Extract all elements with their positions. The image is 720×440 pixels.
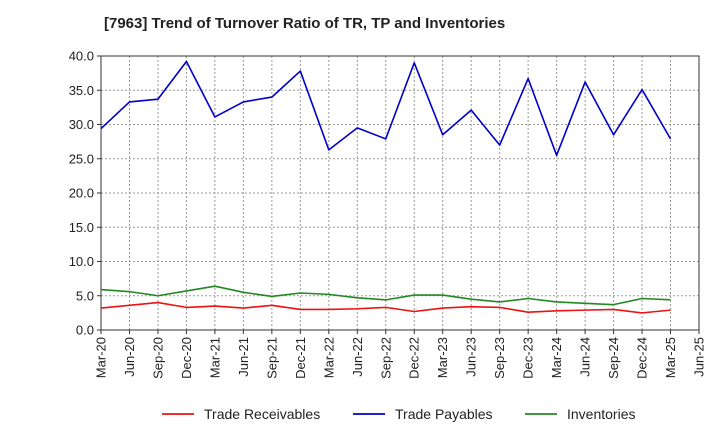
x-tick-label: Jun-22 <box>350 337 365 377</box>
x-tick-label: Dec-20 <box>179 337 194 379</box>
x-tick-label: Mar-20 <box>94 337 109 378</box>
x-tick-label: Dec-24 <box>635 337 650 379</box>
x-tick-label: Sep-24 <box>606 337 621 379</box>
series-line-trade-receivables <box>100 301 671 314</box>
series-line-inventories <box>100 285 671 306</box>
x-tick-label: Mar-21 <box>207 337 222 378</box>
x-tick-label: Dec-22 <box>407 337 422 379</box>
x-tick-label: Sep-22 <box>378 337 393 379</box>
x-tick-label: Mar-22 <box>321 337 336 378</box>
y-tick-label: 30.0 <box>69 117 94 132</box>
legend: Trade Receivables Trade Payables Inventori… <box>162 406 635 422</box>
x-tick-label: Dec-23 <box>521 337 536 379</box>
y-tick-label: 5.0 <box>76 288 94 303</box>
axes: 0.0 5.0 10.0 15.0 20.0 25.0 30.0 35.0 40.0 Mar-20… <box>69 49 707 379</box>
legend-label: Trade Receivables <box>204 406 320 422</box>
x-tick-label: Sep-23 <box>492 337 507 379</box>
x-tick-label: Jun-25 <box>692 337 707 377</box>
x-tick-label: Mar-25 <box>663 337 678 378</box>
series-line-trade-payables <box>100 60 672 157</box>
grid-lines <box>101 56 699 330</box>
x-tick-label: Jun-23 <box>464 337 479 377</box>
series-lines <box>100 60 672 314</box>
x-tick-label: Jun-20 <box>122 337 137 377</box>
legend-label: Inventories <box>567 406 635 422</box>
y-tick-label: 40.0 <box>69 49 94 64</box>
y-tick-label: 0.0 <box>76 323 94 338</box>
y-tick-label: 25.0 <box>69 151 94 166</box>
y-tick-label: 10.0 <box>69 254 94 269</box>
y-tick-label: 20.0 <box>69 186 94 201</box>
legend-label: Trade Payables <box>395 406 493 422</box>
x-tick-label: Mar-23 <box>435 337 450 378</box>
x-tick-label: Sep-21 <box>264 337 279 379</box>
x-tick-label: Jun-24 <box>578 337 593 377</box>
x-tick-label: Sep-20 <box>150 337 165 379</box>
chart-title: [7963] Trend of Turnover Ratio of TR, TP… <box>104 15 506 32</box>
y-tick-label: 15.0 <box>69 220 94 235</box>
x-tick-label: Dec-21 <box>293 337 308 379</box>
x-tick-label: Mar-24 <box>549 337 564 378</box>
y-tick-label: 35.0 <box>69 83 94 98</box>
x-tick-label: Jun-21 <box>236 337 251 377</box>
